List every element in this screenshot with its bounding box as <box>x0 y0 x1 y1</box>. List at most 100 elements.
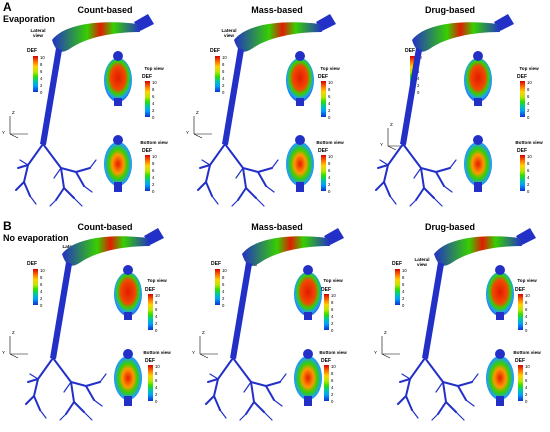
top-view-label: Top view <box>517 278 537 283</box>
top-view-label: Top view <box>519 66 539 71</box>
scale-tick-label: 2 <box>527 182 530 187</box>
bottom-view-label: Bottom view <box>143 350 171 355</box>
bottom-view-label: Bottom view <box>513 350 541 355</box>
scale-tick-label: 10 <box>527 154 532 159</box>
scale-tick-label: 2 <box>155 392 158 397</box>
scale-tick-label: 0 <box>40 303 43 308</box>
scale-tick-label: 0 <box>222 90 225 95</box>
scale-tick-label: 6 <box>155 307 158 312</box>
scale-tick-label: 10 <box>155 364 160 369</box>
axis-triad: Y Z <box>2 110 36 142</box>
scale-tick-label: 4 <box>152 175 155 180</box>
top-view-label: Top view <box>320 66 340 71</box>
scale-tick-label: 0 <box>328 115 331 120</box>
scale-tick-label: 4 <box>331 314 334 319</box>
scale-tick-label: 8 <box>525 371 528 376</box>
scale-tick-label: 2 <box>152 182 155 187</box>
scale-tick-label: 6 <box>152 94 155 99</box>
scale-tick-label: 6 <box>331 307 334 312</box>
axis-y-label: Y <box>374 350 378 355</box>
scale-tick-label: 8 <box>331 300 334 305</box>
top-view-label: Top view <box>144 66 164 71</box>
scale-tick-label: 4 <box>328 175 331 180</box>
scale-tick-label: 0 <box>525 328 528 333</box>
scale-tick-label: 0 <box>152 115 155 120</box>
scale-tick-label: 6 <box>155 378 158 383</box>
scale-tick-label: 2 <box>525 392 528 397</box>
def-color-scale: 10 8 6 4 2 0 <box>321 80 341 120</box>
scale-tick-label: 0 <box>525 399 528 404</box>
scale-tick-label: 8 <box>152 161 155 166</box>
top-view-label: Top view <box>323 278 343 283</box>
axis-y-label: Y <box>192 350 196 355</box>
scale-tick-label: 0 <box>40 90 43 95</box>
def-label: DEF <box>405 48 415 54</box>
def-color-scale: 10 8 6 4 2 0 <box>148 364 168 404</box>
scale-tick-label: 8 <box>527 87 530 92</box>
scale-tick-label: 6 <box>525 378 528 383</box>
scale-tick-label: 0 <box>527 115 530 120</box>
column-title: Mass-based <box>251 5 303 15</box>
def-color-scale: 10 8 6 4 2 0 <box>410 55 430 95</box>
def-color-scale: 10 8 6 4 2 0 <box>145 154 165 194</box>
scale-tick-label: 8 <box>525 300 528 305</box>
axis-z-label: Z <box>12 330 15 335</box>
scale-tick-label: 4 <box>155 314 158 319</box>
def-color-scale: 10 8 6 4 2 0 <box>148 293 168 333</box>
axis-y-label: Y <box>380 142 384 147</box>
scale-tick-label: 10 <box>222 268 227 273</box>
column-title: Drug-based <box>424 5 475 15</box>
scale-tick-label: 6 <box>40 282 43 287</box>
axis-y-label: Y <box>2 130 6 135</box>
axis-triad: Y Z <box>2 330 36 362</box>
scale-tick-label: 6 <box>222 69 225 74</box>
def-color-scale: 10 8 6 4 2 0 <box>324 293 344 333</box>
scale-tick-label: 2 <box>402 296 405 301</box>
axis-triad: Y Z <box>380 122 414 154</box>
scale-tick-label: 2 <box>417 83 420 88</box>
scale-tick-label: 2 <box>328 182 331 187</box>
scale-tick-label: 10 <box>525 364 530 369</box>
def-color-scale: 10 8 6 4 2 0 <box>520 80 540 120</box>
scale-tick-label: 10 <box>152 154 157 159</box>
scale-tick-label: 2 <box>222 83 225 88</box>
def-color-scale: 10 8 6 4 2 0 <box>33 268 53 308</box>
scale-tick-label: 2 <box>331 321 334 326</box>
def-color-scale: 10 8 6 4 2 0 <box>145 80 165 120</box>
def-color-scale: 10 8 6 4 2 0 <box>395 268 415 308</box>
scale-tick-label: 8 <box>417 62 420 67</box>
lateral-view-label: Lateral view <box>62 244 78 254</box>
scale-tick-label: 10 <box>152 80 157 85</box>
scale-tick-label: 6 <box>527 94 530 99</box>
lateral-view-label: Lateral view <box>414 257 430 267</box>
scale-tick-label: 8 <box>527 161 530 166</box>
def-color-scale: 10 8 6 4 2 0 <box>520 154 540 194</box>
scale-tick-label: 8 <box>222 62 225 67</box>
scale-tick-label: 4 <box>40 76 43 81</box>
scale-tick-label: 6 <box>40 69 43 74</box>
scale-tick-label: 8 <box>402 275 405 280</box>
scale-tick-label: 4 <box>222 76 225 81</box>
scale-tick-label: 2 <box>527 108 530 113</box>
axis-z-label: Z <box>384 330 387 335</box>
scale-tick-label: 6 <box>222 282 225 287</box>
scale-tick-label: 2 <box>331 392 334 397</box>
scale-tick-label: 4 <box>331 385 334 390</box>
scale-tick-label: 4 <box>328 101 331 106</box>
scale-tick-label: 10 <box>40 55 45 60</box>
scale-tick-label: 10 <box>328 154 333 159</box>
scale-tick-label: 10 <box>155 293 160 298</box>
scale-tick-label: 6 <box>152 168 155 173</box>
bottom-view-label: Bottom view <box>319 350 347 355</box>
scale-tick-label: 4 <box>222 289 225 294</box>
def-color-scale: 10 8 6 4 2 0 <box>518 364 538 404</box>
scale-tick-label: 2 <box>40 83 43 88</box>
scale-tick-label: 10 <box>525 293 530 298</box>
scale-tick-label: 8 <box>222 275 225 280</box>
scale-tick-label: 0 <box>331 328 334 333</box>
scale-tick-label: 6 <box>525 307 528 312</box>
scale-tick-label: 6 <box>328 168 331 173</box>
scale-tick-label: 8 <box>40 275 43 280</box>
scale-tick-label: 4 <box>527 101 530 106</box>
scale-tick-label: 10 <box>417 55 422 60</box>
